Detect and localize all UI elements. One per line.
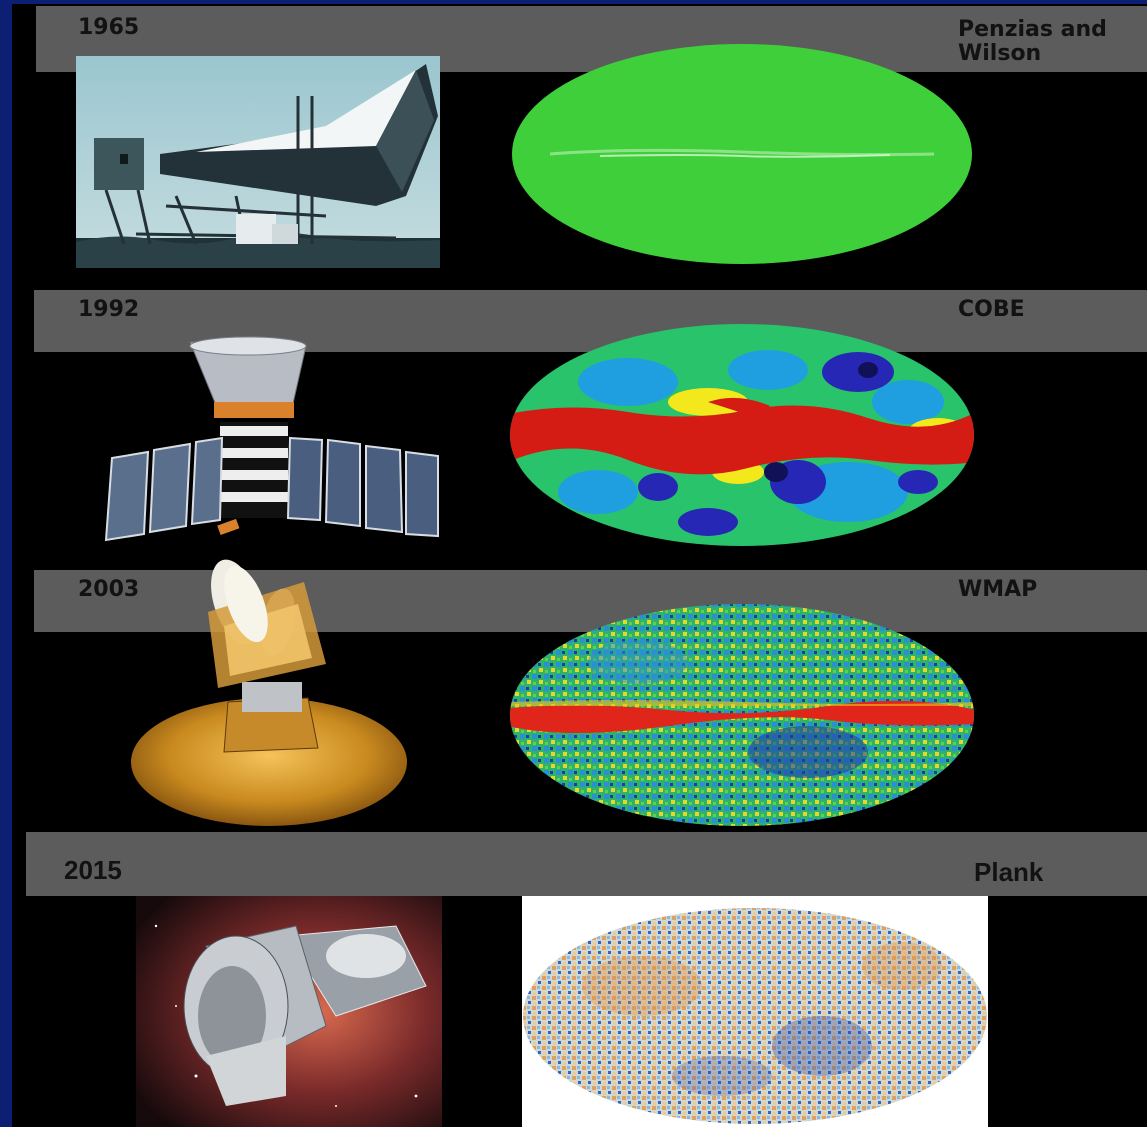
year-label-1965: 1965 — [78, 15, 140, 40]
mission-label-cobe: COBE — [958, 297, 1025, 322]
cmb-map-wmap — [508, 602, 976, 828]
year-label-2003: 2003 — [78, 577, 140, 602]
cmb-map-cobe — [508, 322, 976, 548]
cobe-satellite-image — [98, 336, 442, 550]
planck-satellite-image — [136, 896, 442, 1127]
slide: 1965 Penzias and Wilson — [12, 4, 1147, 1127]
mission-label-plank: Plank — [974, 857, 1044, 887]
year-label-2015: 2015 — [64, 855, 122, 885]
horn-antenna-photo — [76, 56, 440, 268]
year-label-1992: 1992 — [78, 297, 140, 322]
cmb-map-planck — [522, 896, 988, 1127]
year-band-2015 — [26, 832, 1147, 896]
mission-label-penzias-wilson: Penzias and Wilson — [958, 17, 1107, 66]
wmap-satellite-image — [128, 552, 410, 828]
mission-label-wmap: WMAP — [958, 577, 1038, 602]
cmb-map-1965 — [510, 42, 974, 266]
